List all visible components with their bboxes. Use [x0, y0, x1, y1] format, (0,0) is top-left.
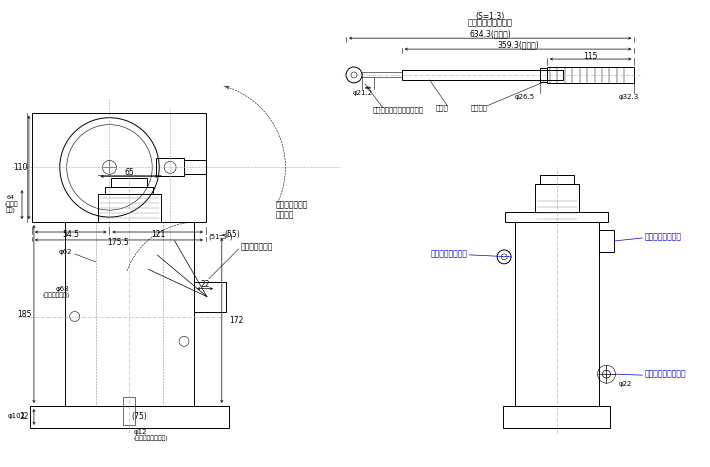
- Bar: [111, 178, 147, 187]
- Text: φ21.2: φ21.2: [353, 90, 373, 96]
- Text: (75): (75): [131, 412, 147, 421]
- Text: 172: 172: [229, 316, 243, 325]
- Text: 22: 22: [200, 280, 209, 289]
- Text: レバーソケット: レバーソケット: [241, 242, 273, 251]
- Text: (51.5°): (51.5°): [209, 234, 233, 241]
- Bar: [97, 194, 161, 222]
- Text: φ101: φ101: [8, 413, 26, 419]
- Bar: [515, 222, 599, 406]
- Text: (シリンダ内径): (シリンダ内径): [43, 293, 70, 298]
- Text: 伸縮式: 伸縮式: [435, 105, 448, 111]
- Text: (ポンプピストン径): (ポンプピストン径): [133, 435, 168, 440]
- Text: 65: 65: [124, 168, 134, 177]
- Bar: [535, 184, 579, 212]
- Text: 64
(ストロ
ーク): 64 (ストロ ーク): [4, 195, 18, 213]
- Text: 54.5: 54.5: [62, 231, 80, 240]
- Text: (S=1:3): (S=1:3): [476, 12, 505, 21]
- Bar: [65, 222, 194, 406]
- Bar: [106, 187, 153, 194]
- Text: 121: 121: [151, 231, 165, 240]
- Bar: [194, 282, 226, 311]
- Bar: [505, 212, 608, 222]
- Text: φ12: φ12: [133, 429, 147, 435]
- Text: φ26.5: φ26.5: [515, 94, 535, 100]
- Text: レバーソケット
回転方向: レバーソケット 回転方向: [275, 200, 308, 219]
- Text: オイルフィリング: オイルフィリング: [430, 249, 467, 258]
- Text: 専用操作レバー詳細: 専用操作レバー詳細: [468, 19, 513, 28]
- Bar: [540, 175, 574, 184]
- Bar: [30, 406, 229, 428]
- Text: φ62: φ62: [58, 249, 72, 255]
- Bar: [503, 406, 611, 428]
- Text: リリーズスクリュウ差込口: リリーズスクリュウ差込口: [373, 106, 424, 113]
- Text: 115: 115: [584, 51, 598, 61]
- Text: φ68: φ68: [56, 286, 70, 292]
- Text: 634.3(最伸長): 634.3(最伸長): [469, 30, 511, 39]
- Bar: [124, 397, 136, 425]
- Text: 操作レバー差込口: 操作レバー差込口: [644, 233, 682, 241]
- Text: φ22: φ22: [618, 381, 632, 387]
- Bar: [32, 113, 206, 222]
- Bar: [547, 67, 634, 83]
- Text: 185: 185: [17, 310, 31, 319]
- Text: 22: 22: [19, 412, 28, 421]
- Bar: [599, 230, 614, 252]
- Text: (55): (55): [225, 231, 241, 240]
- Bar: [362, 72, 402, 78]
- Text: リリーズスクリュウ: リリーズスクリュウ: [644, 370, 686, 379]
- Text: 175.5: 175.5: [107, 239, 129, 248]
- Text: φ32.3: φ32.3: [618, 94, 638, 100]
- Text: 359.3(最短長): 359.3(最短長): [497, 41, 539, 50]
- Bar: [156, 158, 184, 177]
- Text: 110: 110: [13, 163, 27, 172]
- Bar: [184, 161, 206, 174]
- Bar: [402, 70, 563, 80]
- Bar: [540, 68, 547, 82]
- Text: ストッパ: ストッパ: [470, 105, 487, 111]
